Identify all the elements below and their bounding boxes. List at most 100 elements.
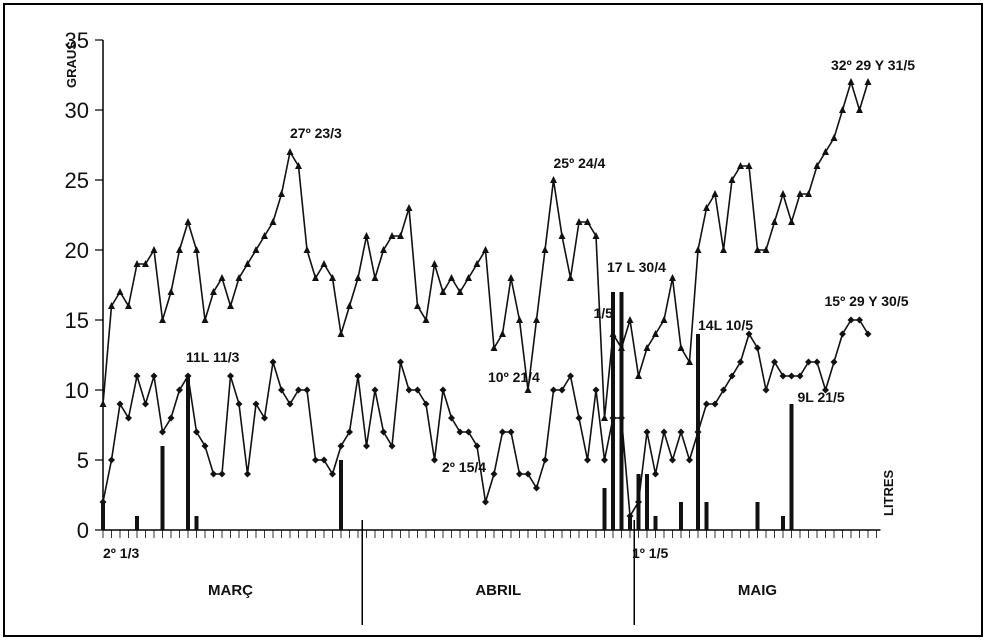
min-temp-point xyxy=(448,414,455,422)
min-temp-point xyxy=(312,456,319,464)
max-temp-point xyxy=(856,106,863,113)
max-temp-point xyxy=(720,246,727,253)
max-temp-point xyxy=(456,288,464,295)
max-temp-point xyxy=(524,386,532,393)
max-temp-point xyxy=(473,260,481,267)
y-tick-label: 10 xyxy=(65,378,89,403)
rain-bar xyxy=(628,516,632,530)
max-temp-point xyxy=(286,148,294,155)
max-temp-point xyxy=(320,260,328,267)
rain-bar xyxy=(186,376,190,530)
max-temp-point xyxy=(125,302,132,309)
max-temp-point xyxy=(397,232,404,239)
min-temp-point xyxy=(507,428,515,436)
max-temp-point xyxy=(108,302,115,309)
annotation-label: 15º 29 Y 30/5 xyxy=(825,293,909,309)
min-temp-point xyxy=(703,400,710,408)
y-axis-title: GRAUS xyxy=(64,41,79,88)
max-temp-point xyxy=(405,204,413,211)
min-temp-point xyxy=(660,428,668,436)
max-temp-point xyxy=(635,372,642,379)
min-temp-point xyxy=(278,386,285,394)
annotation-label: 1/5 xyxy=(594,305,614,321)
max-temp-point xyxy=(558,232,566,239)
min-temp-point xyxy=(116,400,124,408)
rain-bar xyxy=(653,516,658,530)
rain-bar xyxy=(160,446,165,530)
max-temp-point xyxy=(686,358,693,365)
max-temp-point xyxy=(295,162,302,169)
min-temp-point xyxy=(558,386,566,394)
rain-bar xyxy=(645,474,649,530)
min-temp-point xyxy=(142,400,149,408)
rain-bar xyxy=(704,502,709,530)
rain-bar xyxy=(611,292,615,530)
max-temp-point xyxy=(380,246,387,253)
min-temp-point xyxy=(575,414,583,422)
y-tick-label: 35 xyxy=(65,28,89,53)
max-temp-point xyxy=(227,302,234,309)
min-temp-point xyxy=(745,330,753,338)
max-temp-point xyxy=(176,246,183,253)
max-temp-point xyxy=(346,302,353,309)
min-temp-point xyxy=(737,358,744,366)
min-temp-point xyxy=(244,470,251,478)
min-temp-point xyxy=(235,400,243,408)
min-temp-point xyxy=(184,372,192,380)
y-tick-label: 30 xyxy=(65,98,89,123)
max-temp-point xyxy=(745,162,753,169)
max-temp-point xyxy=(703,204,710,211)
min-temp-point xyxy=(813,358,821,366)
min-temp-point xyxy=(108,456,115,464)
max-temp-point xyxy=(167,288,175,295)
min-temp-point xyxy=(210,470,217,478)
min-temp-point xyxy=(286,400,294,408)
max-temp-point xyxy=(711,190,719,197)
rain-bar xyxy=(789,404,794,530)
min-temp-point xyxy=(762,386,770,394)
max-temp-point xyxy=(507,274,515,281)
min-temp-point xyxy=(133,372,141,380)
max-temp-point xyxy=(737,162,744,169)
max-temp-point xyxy=(371,274,379,281)
max-temp-point xyxy=(133,260,141,267)
litres-axis-title: LITRES xyxy=(881,469,896,516)
min-temp-point xyxy=(473,442,481,450)
month-label: ABRIL xyxy=(475,582,521,599)
min-temp-point xyxy=(125,414,132,422)
max-temp-point xyxy=(822,148,829,155)
max-temp-point xyxy=(465,274,472,281)
min-temp-point xyxy=(796,372,804,380)
month-label: MARÇ xyxy=(208,582,253,599)
min-temp-point xyxy=(847,316,855,324)
max-temp-point xyxy=(201,316,209,323)
max-temp-point xyxy=(550,176,557,183)
rain-bar xyxy=(339,460,343,530)
min-temp-point xyxy=(652,470,659,478)
max-temp-point xyxy=(431,260,438,267)
min-temp-point xyxy=(167,414,175,422)
rain-bar xyxy=(679,502,683,530)
rain-bar xyxy=(755,502,760,530)
min-temp-point xyxy=(805,358,812,366)
min-temp-point xyxy=(439,386,447,394)
annotation-label: 25º 24/4 xyxy=(554,155,606,171)
annotation-label: 14L 10/5 xyxy=(698,317,753,333)
annotation-label: 11L 11/3 xyxy=(186,349,240,365)
max-temp-point xyxy=(499,330,506,337)
min-temp-point xyxy=(261,414,268,422)
max-temp-point xyxy=(805,190,812,197)
min-temp-point xyxy=(771,358,778,366)
min-temp-point xyxy=(295,386,302,394)
max-temp-point xyxy=(210,288,217,295)
min-temp-point xyxy=(320,456,328,464)
min-temp-point xyxy=(754,344,761,352)
min-temp-point xyxy=(609,414,617,422)
annotation-label: 2º 15/4 xyxy=(442,459,486,475)
min-temp-point xyxy=(431,456,438,464)
min-temp-point xyxy=(677,428,685,436)
max-temp-point xyxy=(116,288,124,295)
max-temp-point xyxy=(303,246,311,253)
max-temp-point xyxy=(159,316,166,323)
max-temp-point xyxy=(422,316,430,323)
